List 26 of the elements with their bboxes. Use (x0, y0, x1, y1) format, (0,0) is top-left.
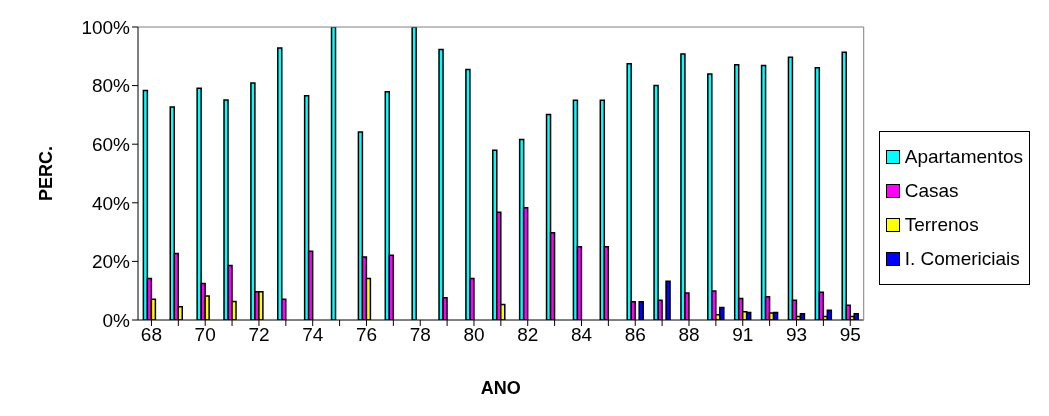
y-axis-title: PERC. (36, 145, 57, 202)
y-tick-label: 20% (91, 251, 131, 273)
x-axis-title: ANO (480, 378, 521, 398)
y-tick-label: 80% (91, 75, 131, 97)
x-tick-label: 84 (570, 324, 593, 346)
x-tick-label: 95 (839, 324, 861, 346)
legend-label: I. Comericiais (904, 248, 1020, 270)
x-tick-label: 74 (302, 324, 324, 346)
x-tick-label: 76 (355, 324, 378, 346)
y-tick-label: 40% (91, 192, 131, 214)
x-tick-label: 70 (194, 324, 216, 346)
x-tick-label: 80 (463, 324, 485, 346)
x-tick-label: 93 (785, 324, 808, 346)
x-tick-label: 78 (409, 324, 431, 346)
x-tick-label: 72 (248, 324, 270, 346)
legend-label: Terrenos (904, 214, 979, 236)
x-tick-label: 86 (624, 324, 646, 346)
x-tick-label: 88 (678, 324, 700, 346)
x-tick-label: 91 (732, 324, 754, 346)
legend-label: Apartamentos (904, 146, 1023, 168)
y-tick-label: 0% (102, 309, 131, 331)
y-tick-label: 100% (81, 16, 131, 38)
x-tick-label: 82 (517, 324, 539, 346)
y-tick-label: 60% (91, 133, 131, 155)
x-tick-label: 68 (140, 324, 163, 346)
legend-label: Casas (904, 180, 959, 202)
